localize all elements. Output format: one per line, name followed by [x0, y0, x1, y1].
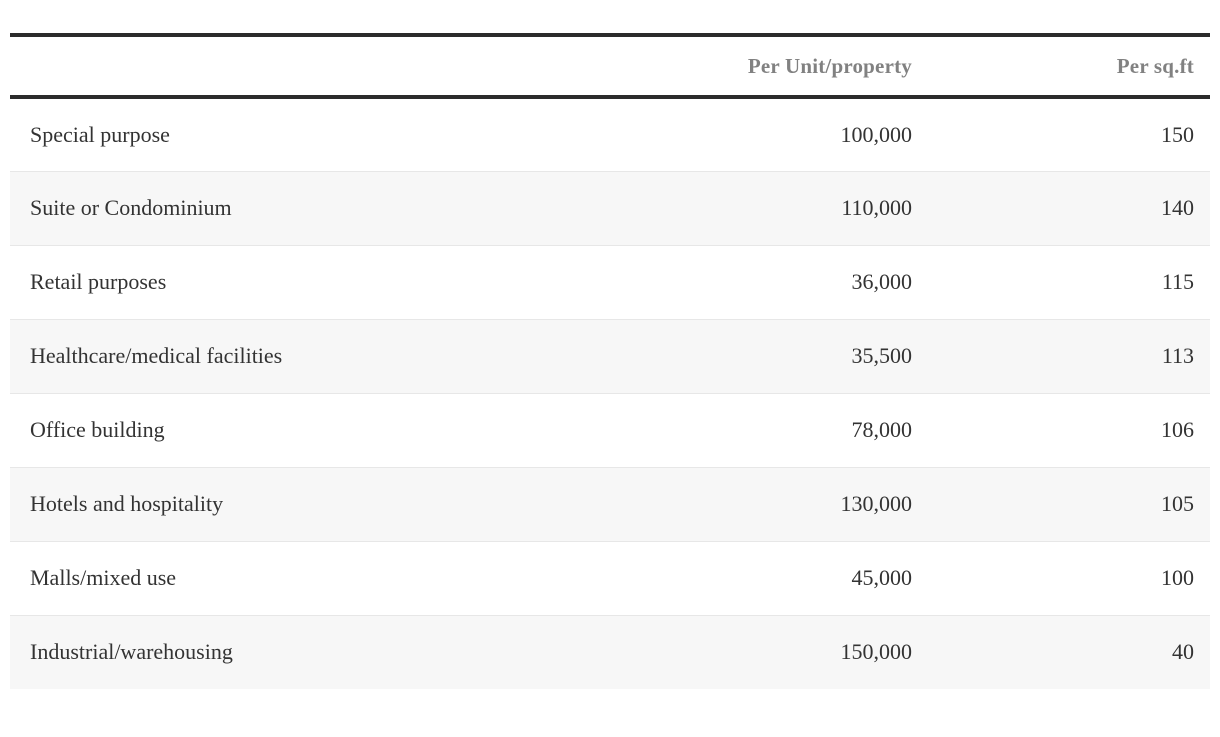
per-unit-cell: 150,000 — [840, 639, 913, 665]
row-label-cell: Healthcare/medical facilities — [30, 343, 283, 368]
table-row: Special purpose 100,000 150 — [10, 97, 1210, 171]
per-sqft-cell: 105 — [1161, 491, 1194, 516]
header-cell-per-unit: Per Unit/property — [747, 53, 912, 78]
table-body: Special purpose 100,000 150 Suite or Condom… — [10, 97, 1210, 689]
per-sqft-cell: 40 — [1172, 639, 1194, 665]
property-rates-table: Per Unit/property Per sq.ft Special purp… — [10, 33, 1210, 689]
row-label-cell: Retail purposes — [30, 269, 167, 294]
per-sqft-cell: 113 — [1161, 343, 1194, 368]
table-row: Healthcare/medical facilities 35,500 113 — [10, 319, 1210, 393]
per-sqft-cell: 115 — [1161, 269, 1194, 294]
row-label-cell: Office building — [30, 417, 165, 442]
per-sqft-cell: 150 — [1161, 121, 1194, 147]
per-unit-cell: 100,000 — [840, 121, 913, 147]
per-unit-cell: 130,000 — [840, 491, 913, 516]
table-header: Per Unit/property Per sq.ft — [10, 35, 1210, 97]
table-row: Hotels and hospitality 130,000 105 — [10, 467, 1210, 541]
row-label-cell: Hotels and hospitality — [30, 491, 224, 516]
table-row: Suite or Condominium 110,000 140 — [10, 171, 1210, 245]
per-sqft-cell: 140 — [1161, 195, 1194, 220]
row-label-cell: Industrial/warehousing — [30, 639, 233, 665]
row-label-cell: Special purpose — [30, 121, 170, 147]
table-row: Malls/mixed use 45,000 100 — [10, 541, 1210, 615]
per-sqft-cell: 100 — [1161, 565, 1194, 590]
header-cell-label — [10, 35, 462, 97]
per-unit-cell: 110,000 — [841, 195, 912, 220]
per-unit-cell: 45,000 — [851, 565, 913, 590]
per-sqft-cell: 106 — [1161, 417, 1194, 442]
table-row: Industrial/warehousing 150,000 40 — [10, 615, 1210, 689]
header-cell-per-sqft: Per sq.ft — [1116, 53, 1194, 78]
table-row: Retail purposes 36,000 115 — [10, 245, 1210, 319]
per-unit-cell: 36,000 — [851, 269, 913, 294]
header-row: Per Unit/property Per sq.ft — [10, 35, 1210, 97]
row-label-cell: Suite or Condominium — [30, 195, 232, 220]
per-unit-cell: 35,500 — [851, 343, 913, 368]
per-unit-cell: 78,000 — [851, 417, 913, 442]
rates-table-container: Per Unit/property Per sq.ft Special purp… — [10, 33, 1210, 689]
table-row: Office building 78,000 106 — [10, 393, 1210, 467]
row-label-cell: Malls/mixed use — [30, 565, 177, 590]
